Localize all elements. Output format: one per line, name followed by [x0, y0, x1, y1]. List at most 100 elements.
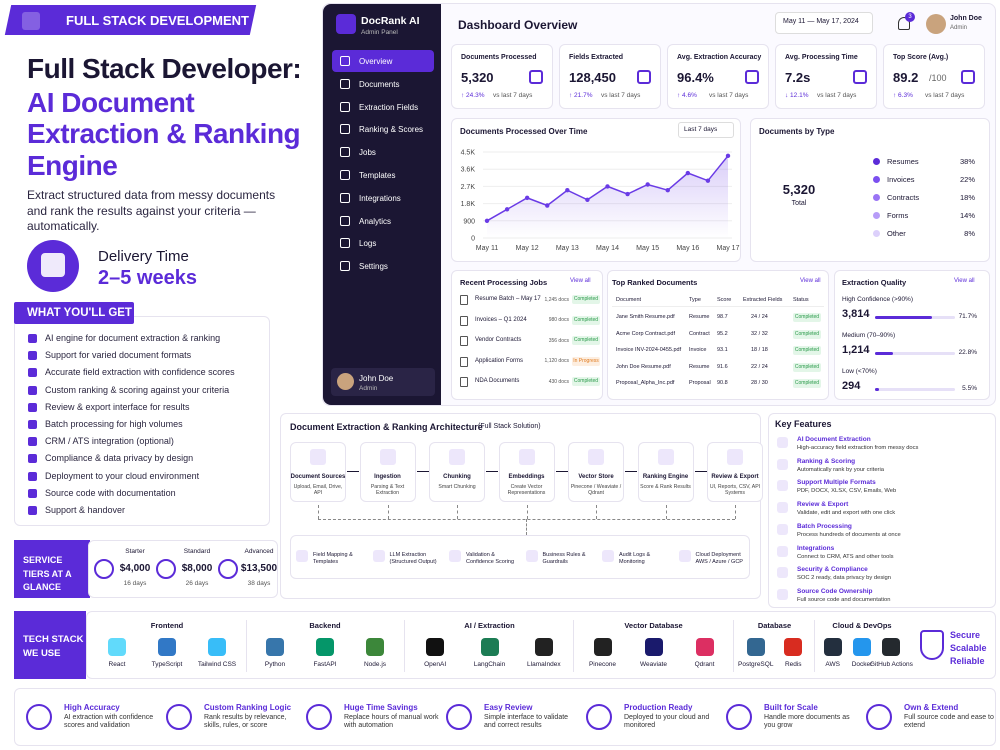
nav-item[interactable]: Analytics — [359, 216, 392, 226]
donut-total: 5,320 — [782, 182, 816, 197]
point — [705, 178, 711, 183]
step-box — [637, 442, 694, 502]
benefit-icon — [866, 704, 892, 730]
cell: Contract — [689, 330, 710, 337]
nav-item[interactable]: Extraction Fields — [359, 102, 419, 112]
top-title: Top Ranked Documents — [612, 278, 698, 287]
divider — [246, 620, 247, 672]
nav-item[interactable]: Ranking & Scores — [359, 125, 424, 135]
tech-item: Redis — [784, 661, 802, 668]
arrow — [694, 471, 707, 472]
icon — [525, 550, 538, 562]
tool-text: Audit Logs & Monitoring — [619, 552, 651, 565]
nav-item[interactable]: Jobs — [359, 148, 376, 158]
view-all[interactable]: View all — [570, 278, 591, 284]
view-all[interactable]: View all — [954, 278, 975, 284]
tech-item: Weaviate — [640, 661, 667, 668]
view-all[interactable]: View all — [800, 278, 821, 284]
cell: 32 / 32 — [751, 330, 768, 337]
status: Completed — [793, 313, 821, 322]
bar-track — [875, 388, 955, 391]
icon — [28, 506, 37, 515]
arrow — [416, 471, 429, 472]
job-name: Application Forms — [475, 357, 524, 364]
feature-title: Security & Compliance — [797, 566, 868, 574]
y-tick-label: 0 — [471, 236, 475, 243]
icon — [873, 176, 880, 183]
step-title: Ingestion — [374, 474, 401, 480]
nav-item[interactable]: Settings — [359, 262, 388, 272]
benefit-title: Production Ready — [624, 703, 693, 712]
icon — [41, 253, 65, 277]
benefit-icon — [446, 704, 472, 730]
connector-down — [526, 519, 527, 535]
legend-label: Contracts — [887, 193, 920, 202]
icon — [777, 458, 788, 470]
icon — [534, 638, 553, 656]
tech-group-name: Frontend — [150, 621, 184, 630]
cell: 91.6 — [717, 363, 728, 370]
doc-icon — [460, 315, 468, 326]
tier-icon — [156, 559, 176, 579]
cell: 90.8 — [717, 380, 728, 386]
step-text: UI, Reports, CSV, API Systems — [709, 484, 761, 497]
connector — [318, 505, 319, 519]
cell: 95.2 — [717, 330, 728, 337]
connector — [596, 505, 597, 519]
donut-total-label: Total — [791, 200, 807, 207]
cell: 22 / 24 — [751, 363, 768, 370]
nav-item[interactable]: Logs — [359, 239, 377, 249]
kpi-compare: vs last 7 days — [709, 92, 749, 99]
icon — [426, 638, 445, 656]
tiers-title: SERVICE TIERS AT A GLANCE — [14, 540, 90, 598]
nav-icon — [340, 147, 350, 158]
tech-item: React — [108, 661, 126, 668]
nav-icon — [340, 124, 350, 135]
divider — [814, 620, 815, 672]
kpi-card — [559, 44, 661, 109]
tool-text: Business Rules & Guardrails — [542, 552, 586, 565]
status: Completed — [793, 362, 821, 372]
tech-item: PostgreSQL — [738, 661, 774, 668]
icon — [777, 437, 788, 448]
icon — [480, 638, 499, 656]
tier-name: Starter — [125, 548, 145, 555]
cell: Proposal — [689, 380, 711, 386]
icon — [777, 502, 788, 514]
tier-price: $13,500 — [240, 563, 278, 574]
status: Completed — [793, 346, 821, 355]
tech-item: Node.js — [363, 661, 387, 668]
feature-text: Connect to CRM, ATS and other tools — [797, 553, 894, 560]
hero-heading: Full Stack Developer: — [27, 53, 302, 84]
step-text: Upload, Email, Drive, API — [293, 484, 343, 497]
tech-item: LangChain — [473, 661, 506, 668]
deliverable: Custom ranking & scoring against your cr… — [45, 384, 230, 395]
chart-range[interactable]: Last 7 days — [684, 126, 718, 133]
benefit-text: Handle more documents as you grow — [764, 714, 850, 730]
feature-title: Review & Export — [797, 501, 849, 509]
x-tick-label: May 15 — [636, 245, 659, 252]
nav-icon — [340, 56, 350, 66]
nav-item[interactable]: Templates — [359, 171, 396, 180]
icon — [28, 488, 37, 498]
date-range[interactable]: May 11 — May 17, 2024 — [783, 18, 859, 25]
icon — [593, 638, 612, 656]
feature-text: High-accuracy field extraction from mess… — [797, 445, 919, 451]
connector — [526, 505, 528, 519]
icon — [28, 471, 37, 481]
step-title: Chunking — [443, 474, 471, 480]
brand-sub: Admin Panel — [361, 29, 398, 36]
point — [645, 182, 650, 187]
column-header: Document — [616, 297, 642, 303]
legend-label: Forms — [887, 211, 909, 220]
nav-item[interactable]: Documents — [359, 79, 400, 89]
chart-title: Documents Processed Over Time — [460, 127, 588, 136]
nav-item[interactable]: Overview — [359, 57, 393, 66]
arch-subtitle: (Full Stack Solution) — [478, 423, 541, 430]
point — [585, 197, 590, 202]
benefit-text: Full source code and ease to extend — [904, 714, 994, 730]
nav-active — [332, 50, 434, 72]
y-tick-label: 4.5K — [461, 150, 476, 157]
deliverable: Accurate field extraction with confidenc… — [45, 367, 235, 378]
nav-item[interactable]: Integrations — [359, 193, 401, 203]
